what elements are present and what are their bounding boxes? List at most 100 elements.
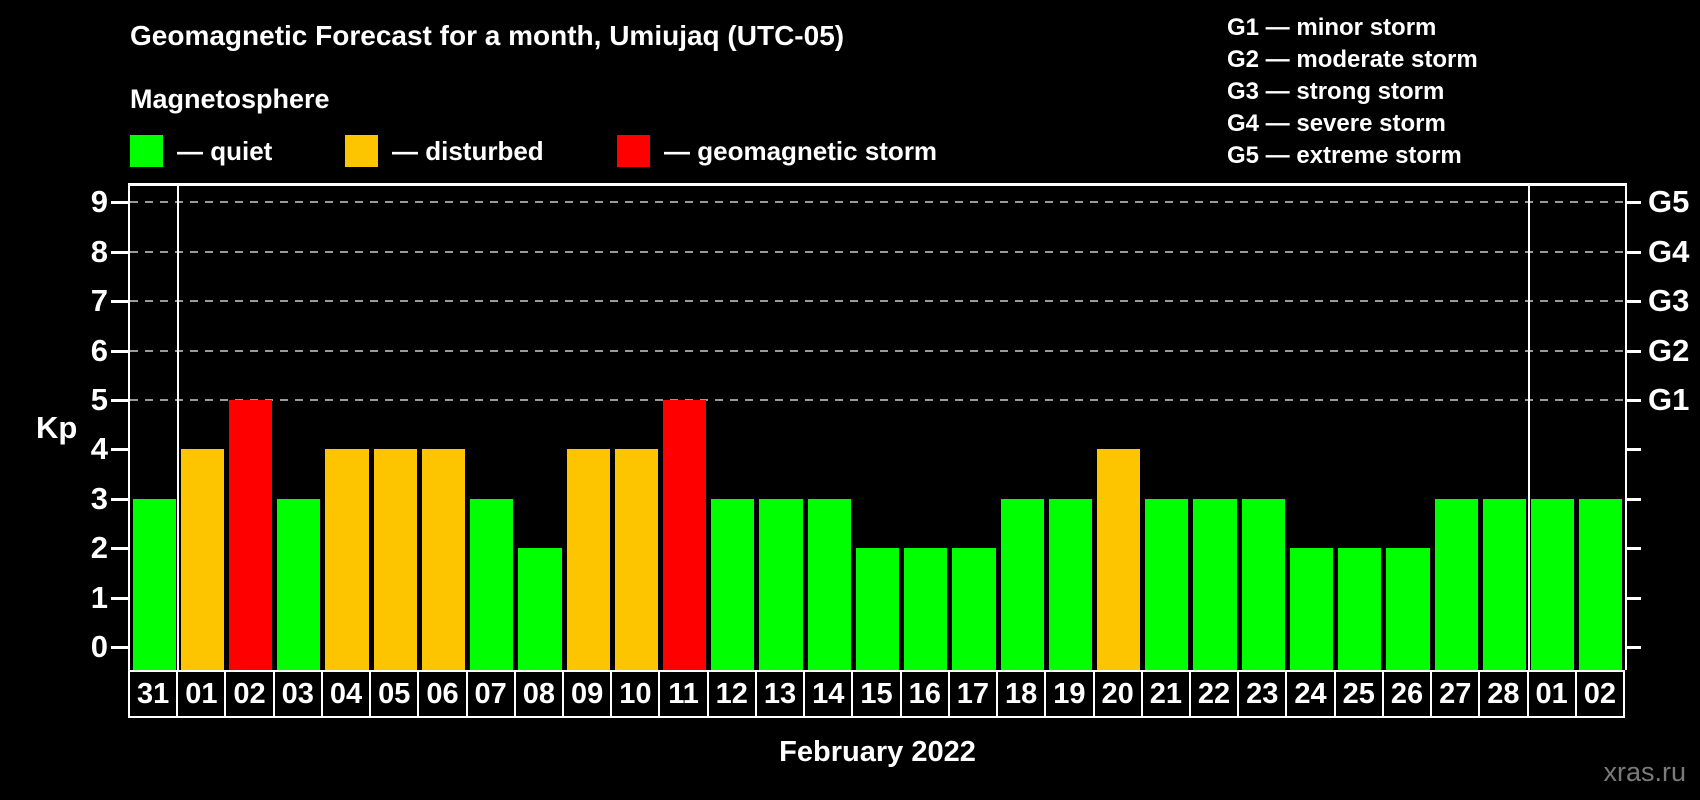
x-axis-day-label: 13 — [754, 670, 806, 718]
legend-item-label: — geomagnetic storm — [664, 135, 938, 166]
g-level-label: G1 — [1648, 382, 1690, 417]
kp-bar — [228, 400, 273, 670]
g-level-label: G5 — [1648, 184, 1690, 220]
x-axis-day-label: 09 — [562, 670, 613, 718]
g-legend-line: G2 — moderate storm — [1227, 46, 1478, 73]
kp-bar — [1531, 498, 1575, 670]
legend-swatch-disturbed — [345, 135, 378, 167]
x-axis-day-label: 11 — [658, 670, 709, 718]
y-axis-tick-right — [1627, 399, 1641, 402]
x-axis-day-label: 25 — [1333, 670, 1384, 718]
y-axis-tick-right — [1627, 596, 1641, 600]
y-axis-tick-left — [111, 399, 128, 402]
y-axis-tick-left — [111, 349, 128, 353]
x-axis-day-label: 21 — [1140, 670, 1191, 718]
y-axis-tick-left — [111, 596, 128, 600]
y-axis-tick-left — [111, 497, 128, 501]
kp-bar — [855, 548, 900, 670]
y-axis-tick-left — [111, 250, 128, 254]
grid-line — [130, 201, 1625, 204]
y-axis-tick-right — [1627, 201, 1641, 205]
kp-bar — [470, 498, 514, 670]
y-axis-tick-right — [1627, 448, 1641, 452]
x-axis-day-label: 18 — [996, 670, 1047, 718]
plot-area — [130, 186, 1625, 670]
x-axis-day-label: 02 — [224, 670, 275, 718]
y-axis-tick-left — [111, 201, 128, 205]
kp-bar — [373, 449, 417, 670]
x-axis-title: February 2022 — [779, 736, 976, 768]
grid-line — [130, 399, 1625, 401]
y-axis-tick-left — [111, 547, 128, 551]
x-axis-day-label: 26 — [1381, 670, 1433, 718]
kp-bar — [662, 400, 707, 670]
y-axis-tick-label: 0 — [90, 629, 108, 664]
kp-bar — [1048, 498, 1092, 670]
g-level-label: G3 — [1648, 283, 1690, 319]
g-scale-legend: G1 — minor storm G2 — moderate storm G3 — … — [1227, 12, 1478, 172]
y-axis-tick-label: 7 — [90, 283, 108, 319]
y-axis-tick-label: 9 — [90, 184, 108, 220]
kp-bar — [807, 498, 851, 670]
legend-swatch-quiet — [130, 135, 163, 167]
g-legend-line: G4 — severe storm — [1227, 110, 1446, 137]
x-axis-day-label: 05 — [369, 670, 420, 718]
g-legend-line: G1 — minor storm — [1227, 14, 1437, 41]
legend-swatch-storm — [617, 135, 650, 167]
x-axis-day-label: 10 — [610, 670, 661, 718]
kp-bar — [566, 449, 610, 670]
y-axis-tick-right — [1627, 300, 1641, 304]
y-axis-tick-left — [111, 646, 128, 649]
y-axis-tick-label: 1 — [90, 579, 108, 615]
x-axis-day-label: 17 — [947, 670, 999, 718]
kp-bar — [711, 498, 755, 670]
x-axis-day-label: 19 — [1044, 670, 1095, 718]
x-axis-day-label: 04 — [320, 670, 372, 718]
y-axis-tick-right — [1627, 497, 1641, 501]
x-axis-day-label: 20 — [1092, 670, 1143, 718]
kp-bar — [421, 449, 466, 670]
x-axis-day-label: 12 — [706, 670, 757, 718]
kp-bar — [759, 498, 803, 670]
x-axis-day-label: 23 — [1237, 670, 1288, 718]
g-legend-line: G5 — extreme storm — [1227, 142, 1462, 169]
x-axis-day-label: 08 — [513, 670, 565, 718]
kp-bar — [1241, 498, 1285, 670]
x-axis-day-label: 01 — [1526, 670, 1577, 718]
magnetosphere-legend-title: Magnetosphere — [130, 84, 330, 114]
kp-bar — [1434, 498, 1478, 670]
y-axis-tick-right — [1627, 349, 1641, 353]
kp-bar — [904, 548, 948, 670]
magnetosphere-legend: — quiet — disturbed — geomagnetic storm — [0, 133, 1200, 169]
legend-item: — quiet — [130, 133, 272, 169]
x-axis-day-label: 15 — [851, 670, 902, 718]
g-legend-line: G3 — strong storm — [1227, 78, 1445, 105]
y-axis-tick-right — [1627, 250, 1641, 254]
legend-item-label: — quiet — [177, 135, 273, 166]
kp-bar — [1145, 498, 1189, 670]
month-separator-line — [177, 186, 180, 670]
watermark: xras.ru — [1603, 757, 1686, 787]
x-axis-day-label: 27 — [1430, 670, 1481, 718]
kp-bar — [952, 548, 996, 670]
g-level-label: G2 — [1648, 332, 1690, 368]
grid-line — [130, 300, 1625, 303]
kp-bar — [614, 449, 658, 670]
y-axis-title: Kp — [36, 410, 78, 445]
x-axis-day-label: 28 — [1478, 670, 1529, 718]
y-axis-tick-right — [1627, 646, 1641, 649]
x-axis-day-label: 03 — [272, 670, 323, 718]
page-title: Geomagnetic Forecast for a month, Umiuja… — [130, 20, 845, 51]
plot-frame — [128, 183, 1627, 670]
y-axis-tick-label: 3 — [90, 480, 108, 516]
grid-line — [130, 250, 1625, 253]
kp-bar — [1386, 548, 1430, 670]
grid-line — [130, 349, 1625, 352]
y-axis-tick-right — [1627, 547, 1641, 551]
x-axis-day-label: 22 — [1188, 670, 1240, 718]
legend-item: — disturbed — [345, 133, 544, 169]
x-axis-day-label: 16 — [899, 670, 950, 718]
kp-bar — [277, 498, 321, 670]
x-axis-day-label: 31 — [128, 670, 179, 718]
